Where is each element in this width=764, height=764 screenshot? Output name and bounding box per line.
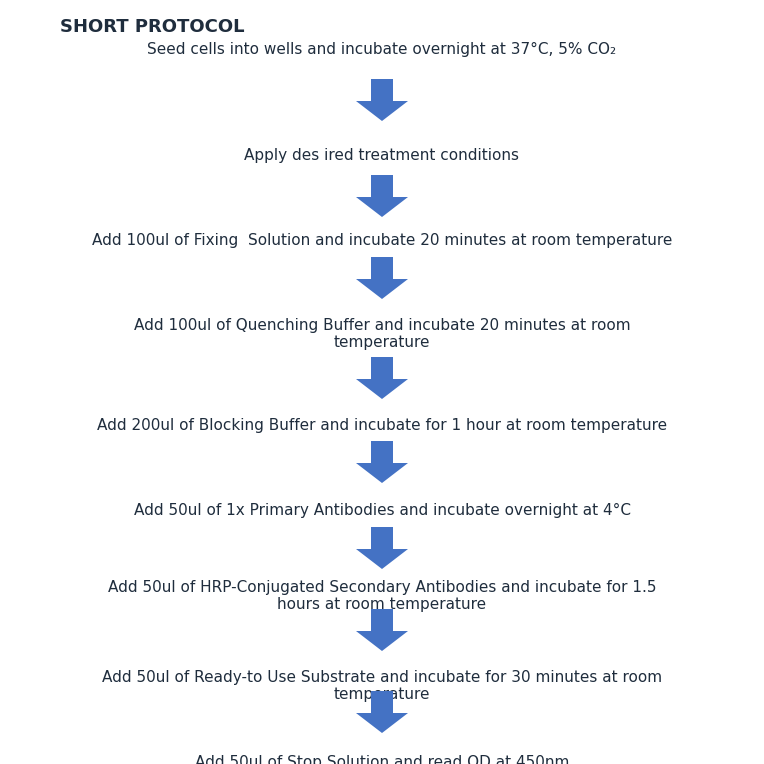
Text: Add 200ul of Blocking Buffer and incubate for 1 hour at room temperature: Add 200ul of Blocking Buffer and incubat… [97, 418, 667, 433]
Text: Add 50ul of Stop Solution and read OD at 450nm: Add 50ul of Stop Solution and read OD at… [195, 755, 569, 764]
Text: Add 50ul of Ready-to Use Substrate and incubate for 30 minutes at room
temperatu: Add 50ul of Ready-to Use Substrate and i… [102, 670, 662, 702]
Text: Add 50ul of 1x Primary Antibodies and incubate overnight at 4°C: Add 50ul of 1x Primary Antibodies and in… [134, 503, 630, 518]
Polygon shape [356, 609, 408, 651]
Text: Apply des ired treatment conditions: Apply des ired treatment conditions [244, 148, 520, 163]
Text: Seed cells into wells and incubate overnight at 37°C, 5% CO₂: Seed cells into wells and incubate overn… [147, 42, 617, 57]
Polygon shape [356, 691, 408, 733]
Polygon shape [356, 357, 408, 399]
Text: Add 100ul of Fixing  Solution and incubate 20 minutes at room temperature: Add 100ul of Fixing Solution and incubat… [92, 233, 672, 248]
Polygon shape [356, 79, 408, 121]
Polygon shape [356, 175, 408, 217]
Polygon shape [356, 257, 408, 299]
Text: Add 100ul of Quenching Buffer and incubate 20 minutes at room
temperature: Add 100ul of Quenching Buffer and incuba… [134, 318, 630, 351]
Text: SHORT PROTOCOL: SHORT PROTOCOL [60, 18, 244, 36]
Text: Add 50ul of HRP-Conjugated Secondary Antibodies and incubate for 1.5
hours at ro: Add 50ul of HRP-Conjugated Secondary Ant… [108, 580, 656, 613]
Polygon shape [356, 527, 408, 569]
Polygon shape [356, 441, 408, 483]
